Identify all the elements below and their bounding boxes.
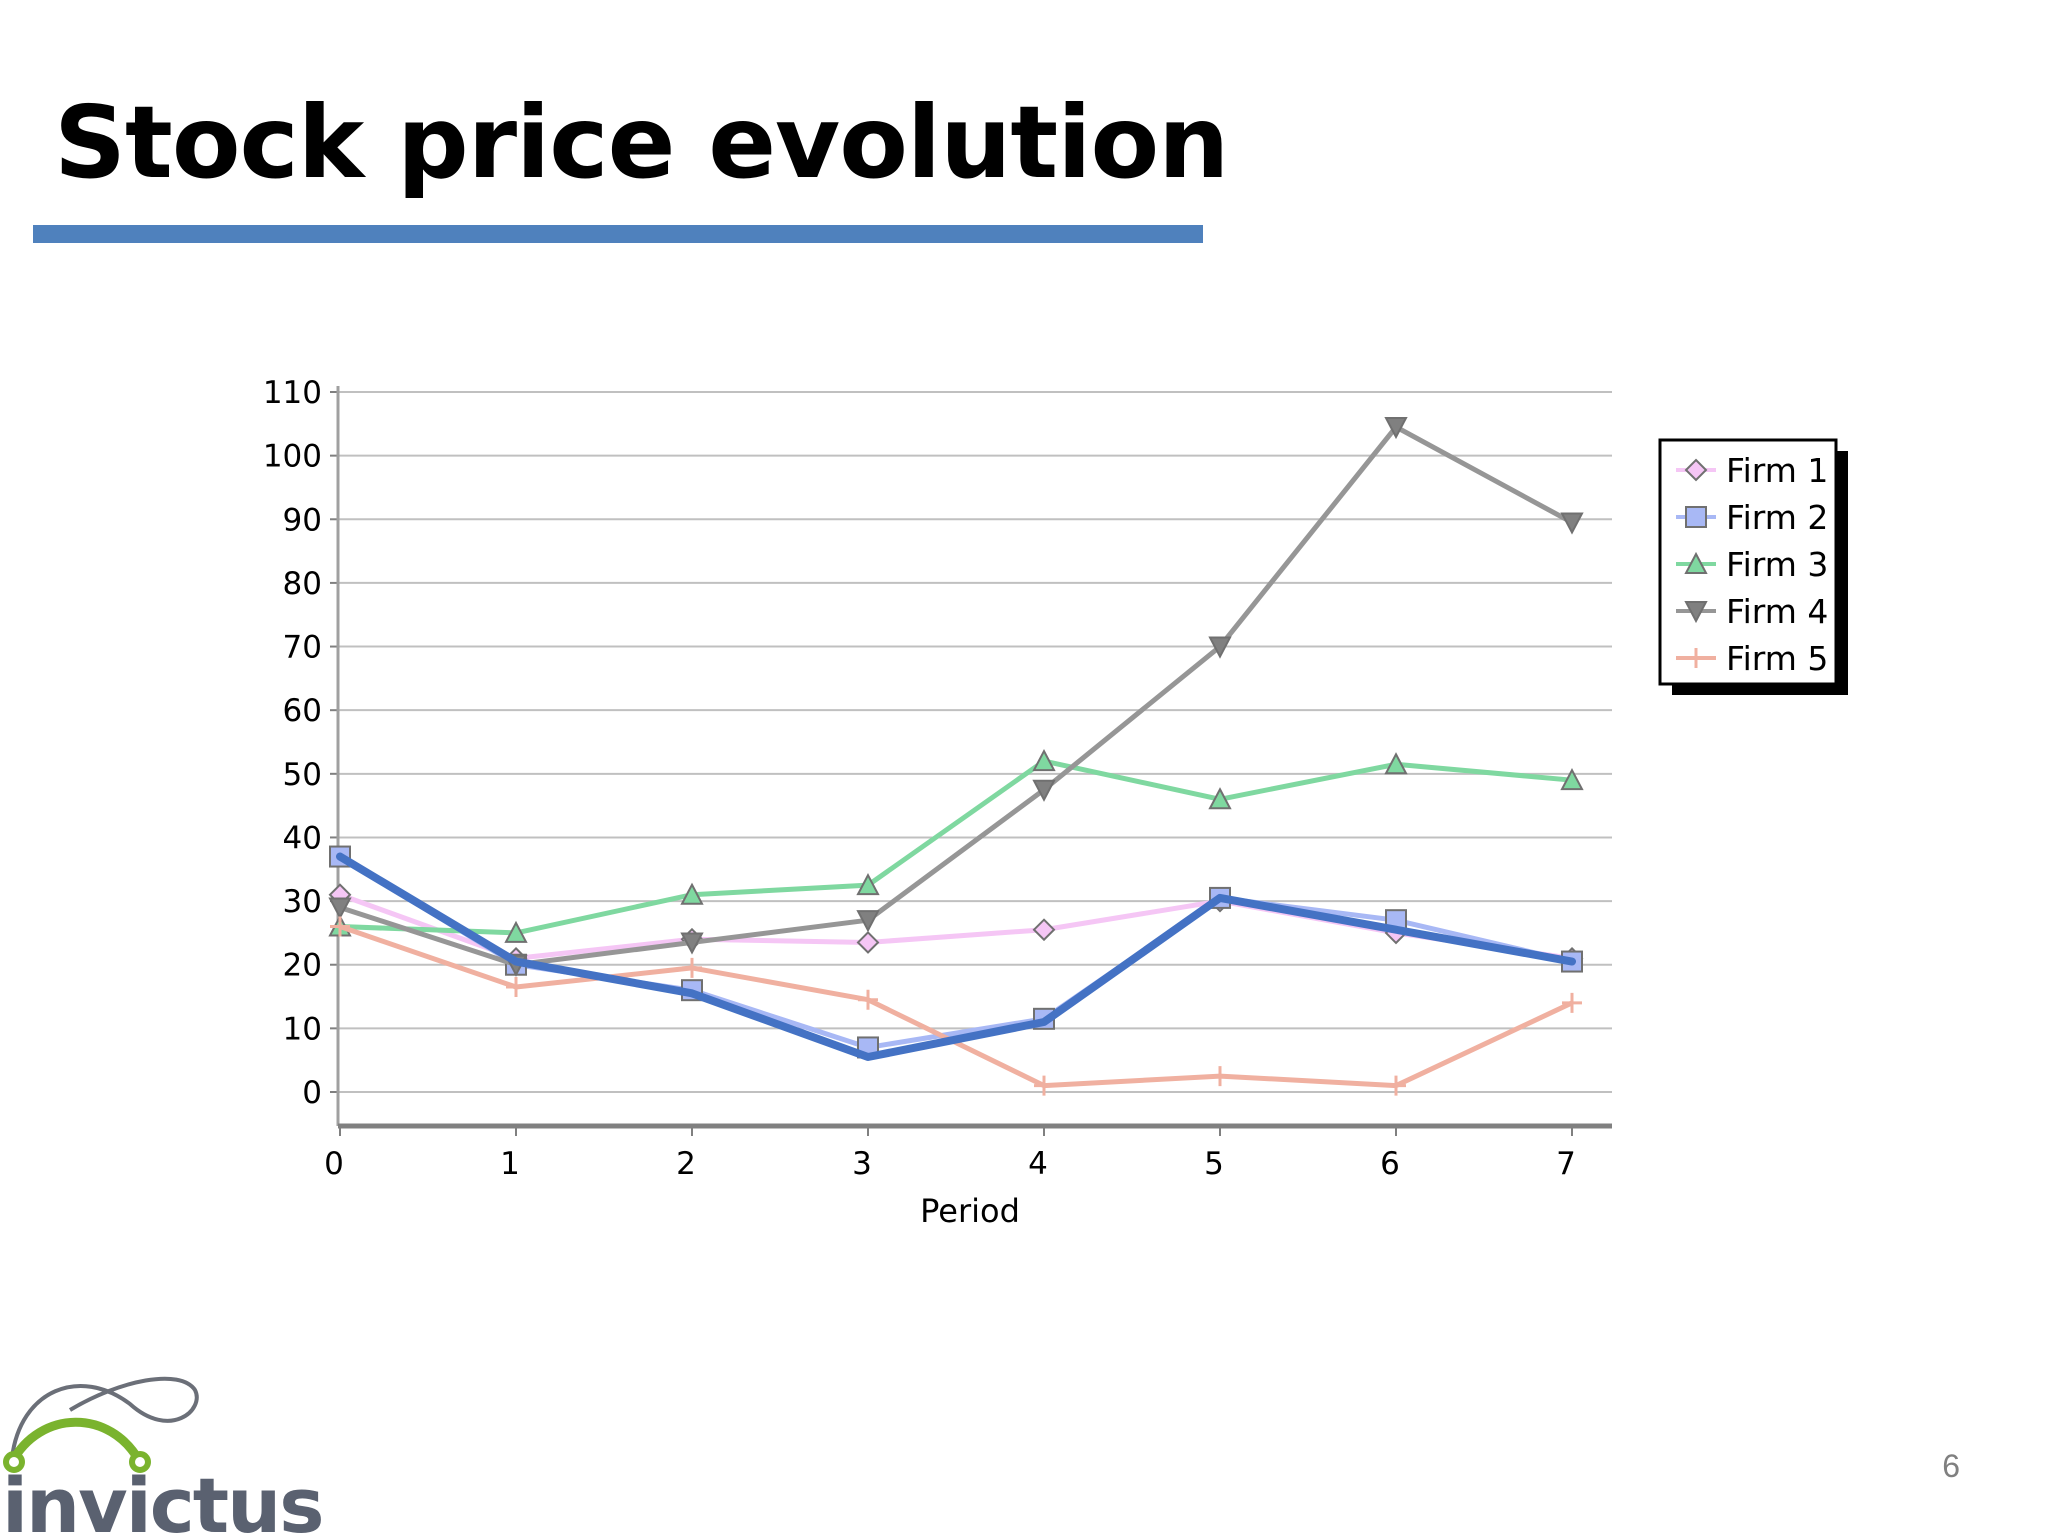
data-point (330, 916, 350, 937)
y-tick-label: 60 (283, 693, 322, 729)
title-underline (33, 225, 1203, 243)
data-point (682, 957, 702, 978)
legend-swatch-marker (1686, 648, 1706, 668)
data-point (856, 931, 880, 954)
data-point (328, 897, 352, 920)
data-point (856, 873, 880, 896)
series-firm-3 (328, 748, 1584, 943)
y-tick-label: 0 (302, 1075, 322, 1111)
x-tick-label: 7 (1556, 1146, 1576, 1182)
y-tick-label: 20 (283, 948, 322, 984)
series-firm-4 (328, 417, 1584, 977)
logo-wordmark: invictus (2, 1461, 322, 1536)
legend-item-firm-1: Firm 1 (1676, 451, 1828, 490)
y-tick-label: 90 (283, 502, 322, 538)
legend-swatch-marker (1684, 458, 1708, 482)
data-point (1032, 918, 1056, 942)
y-tick-label: 100 (263, 439, 322, 475)
x-tick-label: 1 (500, 1146, 520, 1182)
y-tick-labels: 0 10 20 30 40 50 60 70 80 90 100 110 (263, 375, 322, 1111)
invictus-logo: invictus (2, 1376, 324, 1536)
data-point (680, 932, 704, 955)
data-point (1034, 1075, 1054, 1096)
legend-swatch-marker (1684, 601, 1708, 624)
logo-wheel-left (3, 1451, 25, 1473)
legend-swatch-marker (1684, 551, 1708, 574)
series-line (339, 924, 1574, 1089)
data-point (1562, 992, 1582, 1013)
data-point (504, 920, 528, 943)
data-point (1384, 417, 1408, 440)
legend-label: Firm 2 (1726, 498, 1828, 537)
data-point (1384, 752, 1408, 775)
y-tick-label: 50 (283, 757, 322, 793)
x-axis-label: Period (920, 1192, 1020, 1230)
chart-axes (330, 386, 1612, 1136)
highlight-series (336, 852, 1576, 1061)
legend-label: Firm 4 (1726, 592, 1828, 631)
chart-legend: Firm 1 Firm 2 Firm 3 Firm 4 Firm 5 (1658, 438, 1848, 695)
data-point (858, 989, 878, 1010)
series-line (339, 758, 1573, 936)
data-point (1032, 779, 1056, 802)
x-tick-label: 4 (1028, 1146, 1048, 1182)
legend-label: Firm 1 (1726, 451, 1828, 490)
legend-item-firm-5: Firm 5 (1676, 639, 1828, 678)
x-tick-label: 2 (676, 1146, 696, 1182)
y-tick-label: 80 (283, 566, 322, 602)
y-tick-label: 30 (283, 884, 322, 920)
legend-label: Firm 3 (1726, 545, 1828, 584)
data-point (1386, 1075, 1406, 1096)
data-point (856, 910, 880, 933)
x-tick-label: 6 (1380, 1146, 1400, 1182)
data-point (680, 882, 704, 905)
x-tick-label: 0 (324, 1146, 344, 1182)
y-tick-label: 10 (283, 1011, 322, 1047)
x-tick-label: 3 (852, 1146, 872, 1182)
y-tick-label: 40 (283, 820, 322, 856)
page-number: 6 (1942, 1448, 1960, 1484)
logo-wheel-right (129, 1451, 151, 1473)
logo-green-arc (7, 1417, 145, 1467)
series-line (338, 854, 1573, 1050)
legend-swatch-marker (1685, 506, 1707, 528)
x-tick-labels: 0 1 2 3 4 5 6 7 (324, 1146, 1576, 1182)
x-tick-label: 5 (1204, 1146, 1224, 1182)
y-tick-label: 110 (263, 375, 322, 411)
data-point (1208, 636, 1232, 659)
data-point (1560, 768, 1584, 791)
chart-gridlines (338, 391, 1612, 1093)
data-point (1210, 1066, 1230, 1087)
slide-title: Stock price evolution (54, 84, 1229, 201)
data-point (1208, 787, 1232, 810)
y-tick-label: 70 (283, 630, 322, 666)
legend-label: Firm 5 (1726, 639, 1828, 678)
series-line (339, 424, 1574, 968)
data-point (1560, 512, 1584, 535)
legend-item-firm-4: Firm 4 (1676, 592, 1828, 631)
series-firm-5 (330, 916, 1582, 1096)
legend-item-firm-2: Firm 2 (1676, 498, 1828, 537)
highlight-line (336, 852, 1576, 1061)
logo-outline-arc (10, 1376, 199, 1459)
legend-item-firm-3: Firm 3 (1676, 545, 1828, 584)
data-point (506, 977, 526, 997)
data-point (1032, 748, 1056, 772)
